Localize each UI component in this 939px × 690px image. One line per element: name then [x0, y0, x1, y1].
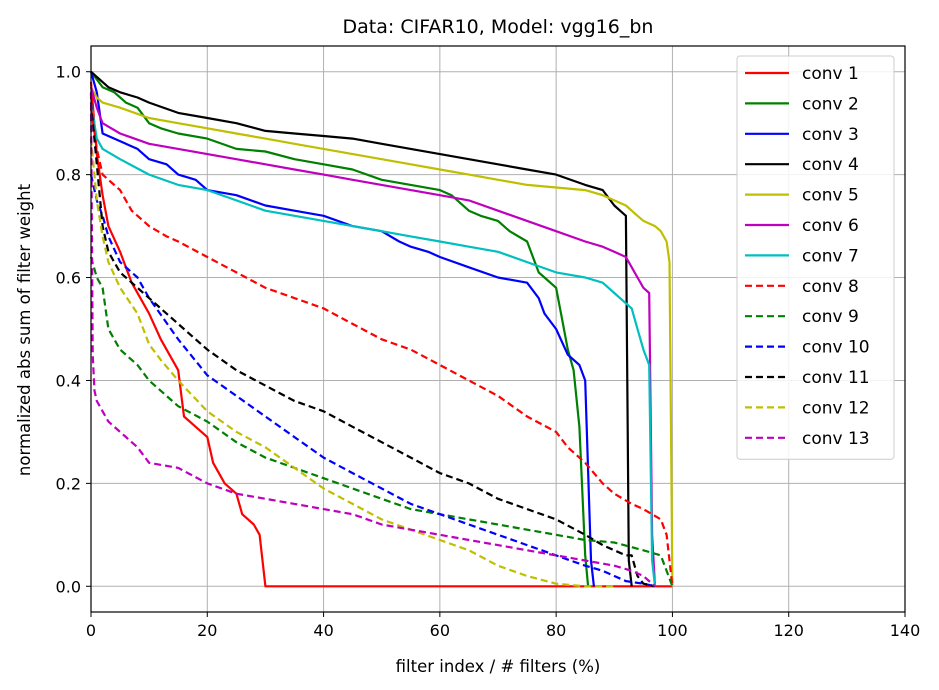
y-tick-label: 0.0 — [56, 577, 81, 596]
legend-label: conv 9 — [802, 307, 859, 327]
y-tick-label: 0.2 — [56, 474, 81, 493]
series-line-conv-11 — [89, 102, 656, 588]
series-line-conv-6 — [89, 86, 657, 587]
legend: conv 1 conv 2 conv 3 conv 4 conv 5 conv 6 conv… — [736, 55, 895, 460]
legend-label: conv 11 — [802, 368, 870, 388]
x-axis: 0 20 40 60 80 100 120 140 — [86, 612, 920, 640]
series-line-conv-10 — [89, 174, 656, 588]
y-tick-label: 0.6 — [56, 269, 81, 288]
legend-label: conv 7 — [802, 246, 859, 266]
legend-label: conv 8 — [802, 277, 859, 297]
legend-label: conv 5 — [802, 186, 859, 206]
x-tick-label: 120 — [773, 621, 804, 640]
legend-label: conv 10 — [802, 338, 870, 358]
series-line-conv-9 — [89, 256, 674, 587]
legend-label: conv 12 — [802, 398, 870, 418]
series-line-conv-5 — [90, 86, 674, 587]
y-axis-label: normalized abs sum of filter weight — [15, 183, 34, 476]
x-tick-label: 40 — [313, 621, 333, 640]
legend-label: conv 13 — [802, 429, 870, 449]
legend-label: conv 6 — [802, 216, 859, 236]
x-tick-label: 0 — [86, 621, 96, 640]
y-tick-label: 1.0 — [56, 63, 81, 82]
legend-label: conv 1 — [802, 64, 859, 84]
series-line-conv-12 — [89, 138, 615, 588]
y-tick-label: 0.8 — [56, 166, 81, 185]
y-tick-label: 0.4 — [56, 371, 81, 390]
x-axis-label: filter index / # filters (%) — [396, 657, 601, 676]
legend-label: conv 3 — [802, 125, 859, 145]
plot-frame — [90, 45, 906, 613]
legend-label: conv 2 — [802, 94, 859, 114]
series-line-conv-8 — [89, 107, 674, 587]
chart-title: Data: CIFAR10, Model: vgg16_bn — [343, 16, 654, 38]
legend-label: conv 4 — [802, 155, 859, 175]
x-tick-label: 60 — [430, 621, 450, 640]
series-layer — [89, 70, 674, 588]
x-tick-label: 80 — [546, 621, 566, 640]
x-tick-label: 20 — [197, 621, 217, 640]
y-axis: 0.0 0.2 0.4 0.6 0.8 1.0 — [56, 63, 91, 596]
x-tick-label: 100 — [657, 621, 688, 640]
series-line-conv-4 — [90, 70, 633, 587]
series-line-conv-2 — [90, 71, 590, 587]
series-line-conv-7 — [89, 102, 657, 587]
series-line-conv-1 — [89, 81, 673, 588]
x-tick-label: 140 — [890, 621, 921, 640]
legend-box — [736, 55, 895, 460]
